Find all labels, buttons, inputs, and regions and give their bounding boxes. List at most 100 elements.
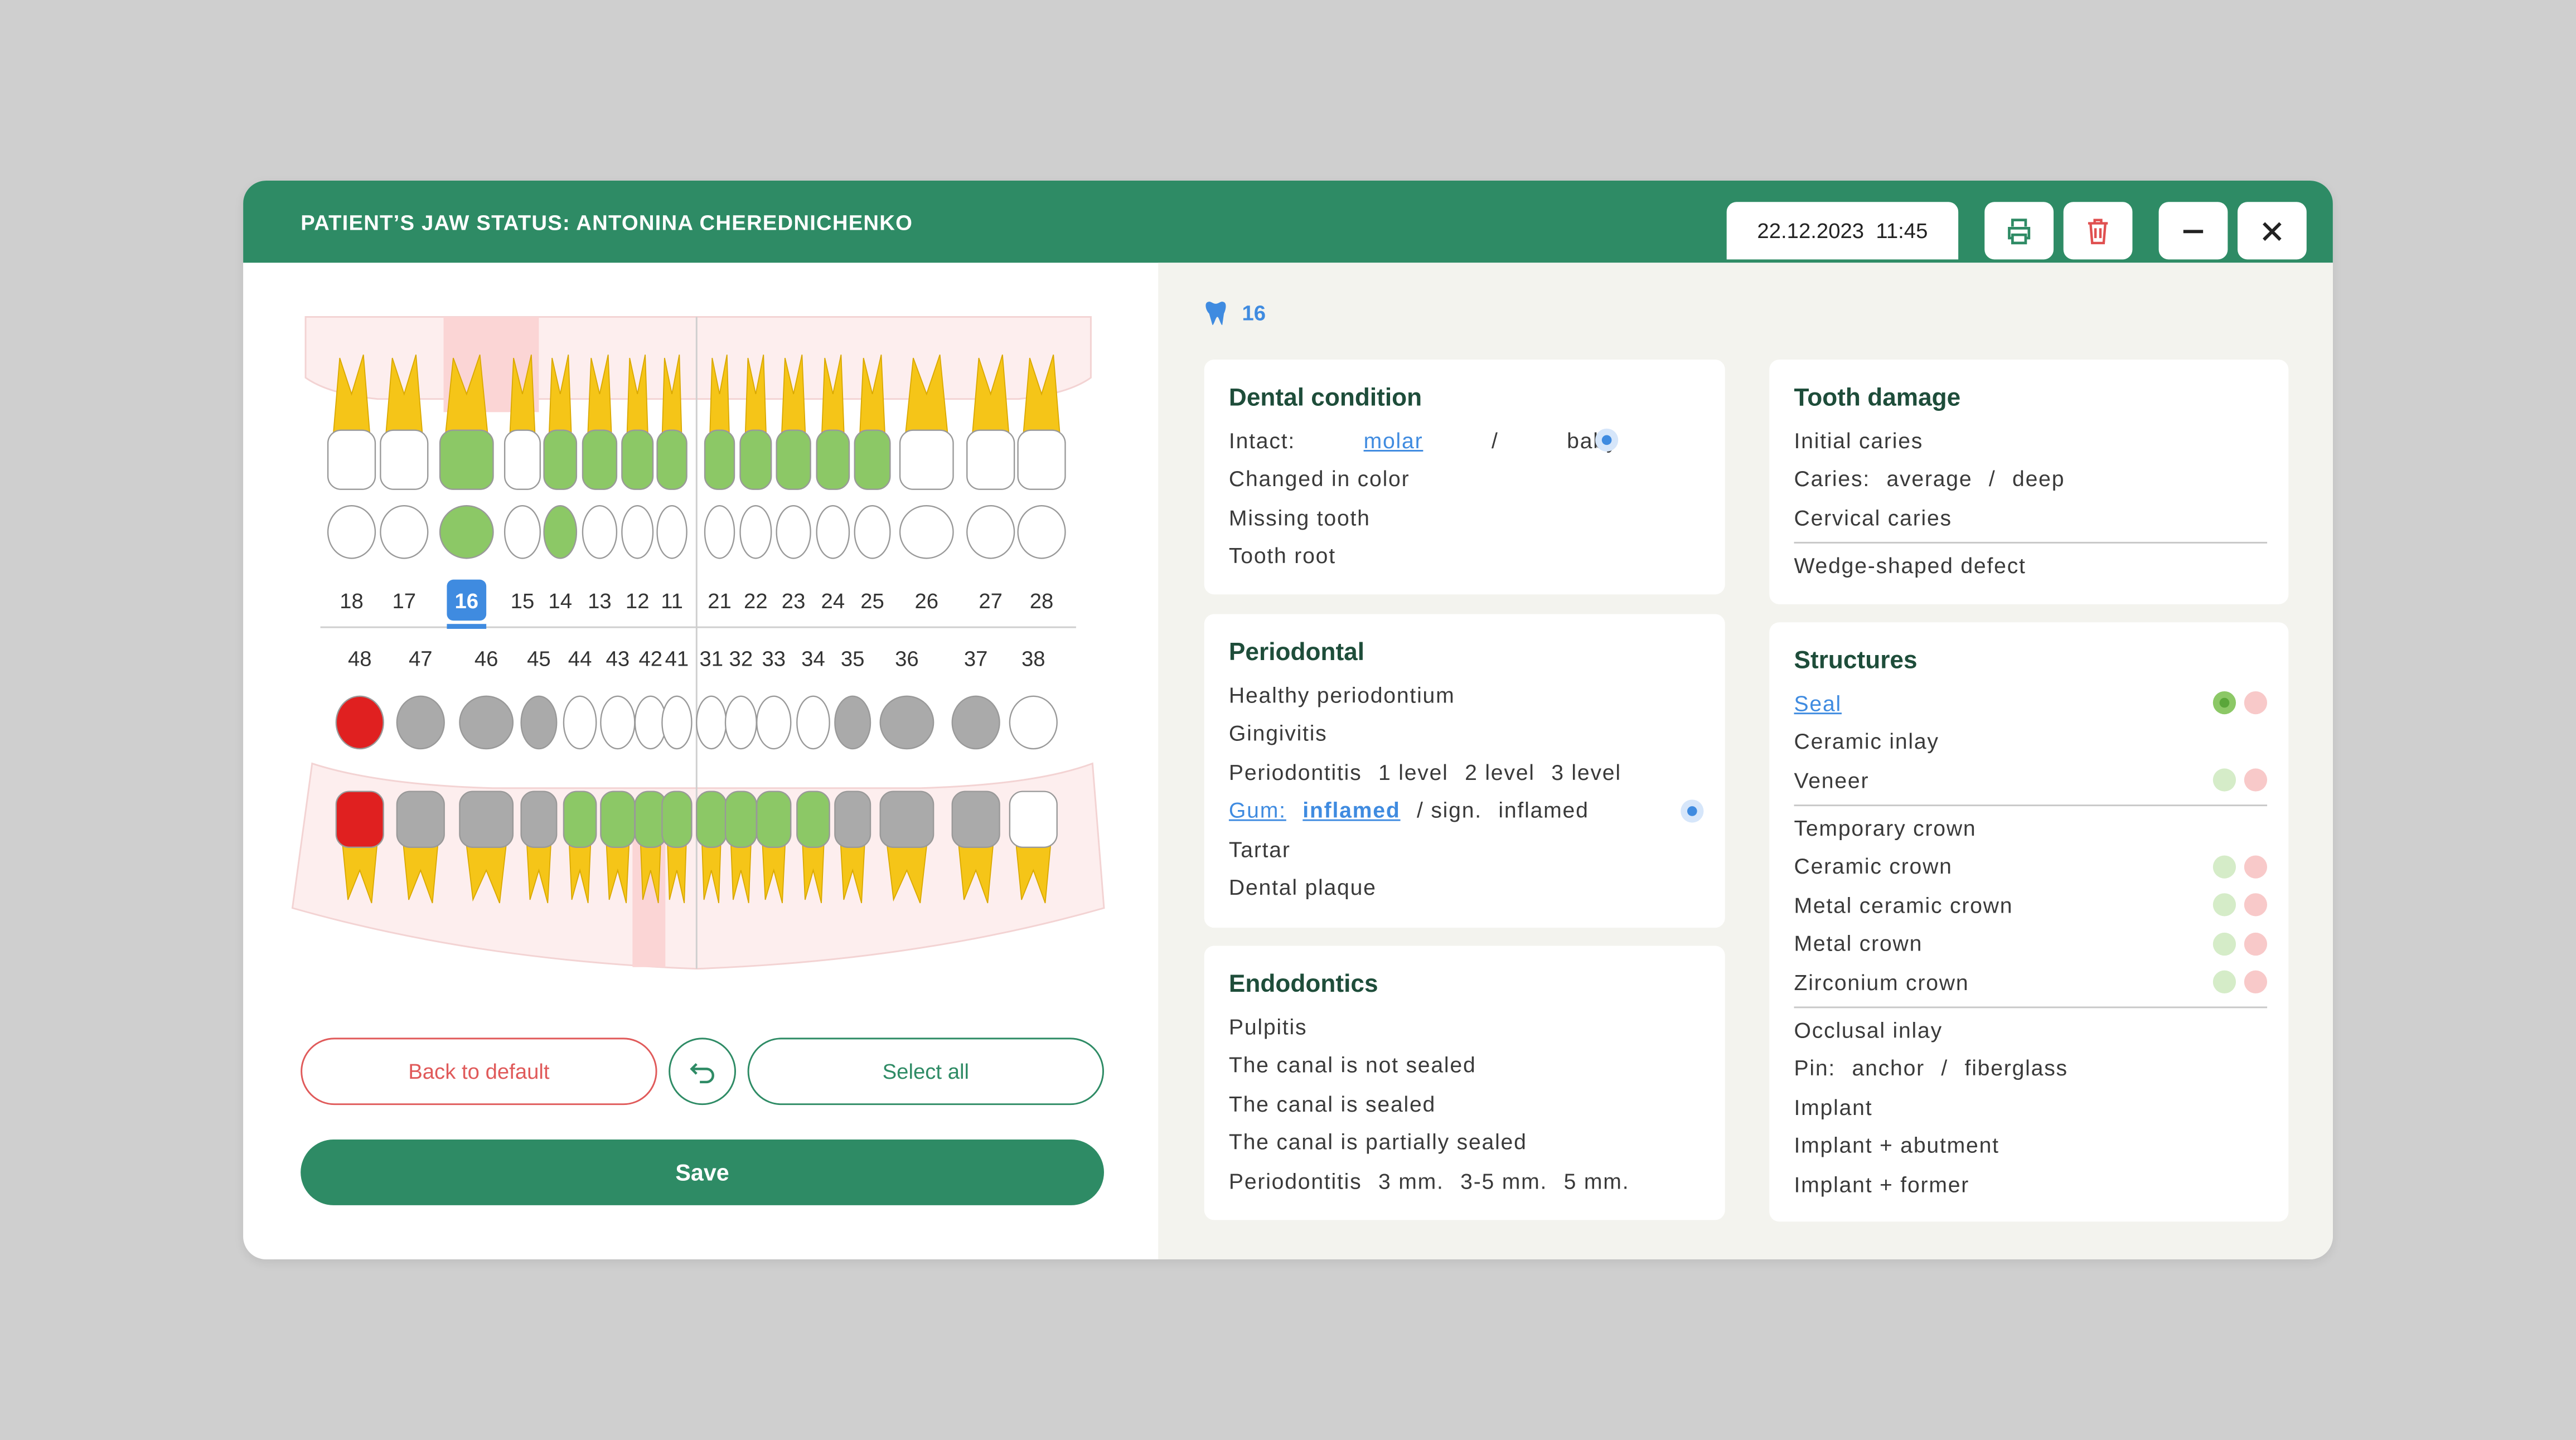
option-text[interactable]: Tooth root (1228, 544, 1336, 569)
tooth-number[interactable]: 24 (821, 588, 845, 614)
option-text[interactable]: Periodontitis (1228, 759, 1362, 785)
option-text[interactable]: inflamed (1498, 798, 1589, 823)
select-all-button[interactable]: Select all (747, 1037, 1105, 1106)
option-text[interactable]: Zirconium crown (1794, 969, 1969, 995)
option-text[interactable]: deep (2012, 467, 2065, 492)
tooth-number[interactable]: 48 (347, 646, 372, 671)
tooth-number[interactable]: 38 (1021, 646, 1045, 671)
tooth-number[interactable]: 32 (729, 646, 753, 671)
option-text[interactable]: 5 mm. (1563, 1169, 1630, 1194)
tooth-number[interactable]: 11 (661, 588, 683, 614)
option-text[interactable]: Cervical caries (1794, 505, 1952, 530)
option-text[interactable]: anchor (1852, 1056, 1925, 1081)
option-link[interactable]: Gum: (1228, 798, 1286, 823)
option-text[interactable]: Temporary crown (1794, 816, 1977, 841)
option-text[interactable]: Initial caries (1794, 428, 1924, 453)
option-text[interactable]: Ceramic inlay (1794, 729, 1939, 754)
option-text[interactable]: / sign. (1417, 798, 1482, 823)
option-link[interactable]: inflamed (1302, 798, 1401, 823)
tooth-number[interactable]: 27 (979, 588, 1003, 614)
status-dot[interactable] (2244, 855, 2268, 878)
status-dot[interactable] (2244, 691, 2268, 715)
status-dot[interactable] (2212, 893, 2236, 917)
minimize-button[interactable] (2158, 202, 2228, 260)
tooth-number[interactable]: 23 (781, 588, 806, 614)
option-text[interactable]: Implant + abutment (1794, 1133, 1999, 1158)
status-dot[interactable] (1681, 799, 1704, 822)
tooth-number[interactable]: 18 (340, 588, 364, 614)
option-text[interactable]: The canal is sealed (1228, 1091, 1436, 1117)
tooth-number[interactable]: 45 (527, 646, 551, 671)
option-text[interactable]: Pin: (1794, 1056, 1836, 1081)
tooth-number[interactable]: 31 (699, 646, 724, 671)
tooth-number[interactable]: 46 (474, 646, 498, 671)
option-text[interactable]: Gingivitis (1228, 721, 1328, 746)
option-text[interactable]: The canal is not sealed (1228, 1053, 1476, 1078)
tooth-number[interactable]: 34 (801, 646, 825, 671)
option-text[interactable]: Metal crown (1794, 931, 1923, 956)
tooth-number[interactable]: 28 (1029, 588, 1054, 614)
status-dot[interactable] (2212, 932, 2236, 956)
option-text[interactable]: Dental plaque (1228, 875, 1377, 900)
option-text[interactable]: Veneer (1794, 768, 1870, 793)
status-dot[interactable] (2212, 769, 2236, 792)
tooth-number[interactable]: 26 (914, 588, 939, 614)
option-text[interactable]: average (1886, 467, 1973, 492)
option-text[interactable]: 1 level (1378, 759, 1449, 785)
option-text[interactable]: Intact: (1228, 428, 1296, 453)
option-text[interactable]: / (1988, 467, 1996, 492)
option-text[interactable]: Caries: (1794, 467, 1871, 492)
undo-button[interactable] (669, 1037, 737, 1106)
tooth-number[interactable]: 42 (638, 646, 663, 671)
option-text[interactable]: Missing tooth (1228, 505, 1371, 530)
status-dot[interactable] (2212, 971, 2236, 994)
option-text[interactable]: Ceramic crown (1794, 854, 1953, 879)
tooth-number[interactable]: 41 (665, 646, 689, 671)
tooth-number[interactable]: 25 (860, 588, 884, 614)
print-button[interactable] (1984, 202, 2054, 260)
tooth-number[interactable]: 13 (588, 588, 612, 614)
option-link[interactable]: molar (1363, 428, 1423, 453)
tooth-number[interactable]: 17 (392, 588, 417, 614)
status-dot[interactable] (2212, 855, 2236, 878)
tooth-number[interactable]: 16 (454, 588, 479, 614)
option-text[interactable]: The canal is partially sealed (1228, 1130, 1527, 1155)
tooth-number[interactable]: 21 (708, 588, 732, 614)
option-text[interactable]: 3 mm. (1378, 1169, 1444, 1194)
option-text[interactable]: Healthy periodontium (1228, 682, 1455, 707)
option-text[interactable]: fiberglass (1964, 1056, 2068, 1081)
tooth-number[interactable]: 12 (625, 588, 650, 614)
option-text[interactable]: Periodontitis (1228, 1169, 1362, 1194)
tooth-number[interactable]: 22 (744, 588, 768, 614)
option-text[interactable]: Pulpitis (1228, 1014, 1308, 1039)
option-text[interactable]: 3-5 mm. (1460, 1169, 1548, 1194)
tooth-number[interactable]: 36 (895, 646, 919, 671)
datetime[interactable]: 22.12.2023 11:45 (1726, 202, 1959, 260)
tooth-number[interactable]: 35 (840, 646, 865, 671)
save-button[interactable]: Save (301, 1140, 1105, 1205)
tooth-number[interactable]: 37 (963, 646, 988, 671)
status-dot[interactable] (2244, 769, 2268, 792)
tooth-number[interactable]: 33 (762, 646, 786, 671)
status-dot[interactable] (2244, 893, 2268, 917)
option-link[interactable]: Seal (1794, 691, 1842, 716)
tooth-number[interactable]: 14 (548, 588, 573, 614)
option-text[interactable]: Changed in color (1228, 467, 1410, 492)
status-dot[interactable] (2212, 691, 2236, 715)
option-text[interactable]: / (1941, 1056, 1949, 1081)
status-dot[interactable] (2244, 971, 2268, 994)
delete-button[interactable] (2063, 202, 2133, 260)
back-to-default-button[interactable]: Back to default (301, 1037, 657, 1106)
option-text[interactable]: / (1491, 428, 1499, 453)
option-text[interactable]: Wedge-shaped defect (1794, 552, 2026, 578)
tooth-number[interactable]: 43 (606, 646, 630, 671)
option-text[interactable]: Occlusal inlay (1794, 1017, 1943, 1043)
tooth-number[interactable]: 44 (568, 646, 592, 671)
status-dot[interactable] (1595, 429, 1619, 452)
close-button[interactable] (2238, 202, 2307, 260)
option-text[interactable]: Metal ceramic crown (1794, 893, 2013, 918)
option-text[interactable]: 2 level (1465, 759, 1535, 785)
option-text[interactable]: Implant + former (1794, 1172, 1970, 1197)
tooth-number[interactable]: 47 (408, 646, 433, 671)
option-text[interactable]: Tartar (1228, 837, 1291, 862)
